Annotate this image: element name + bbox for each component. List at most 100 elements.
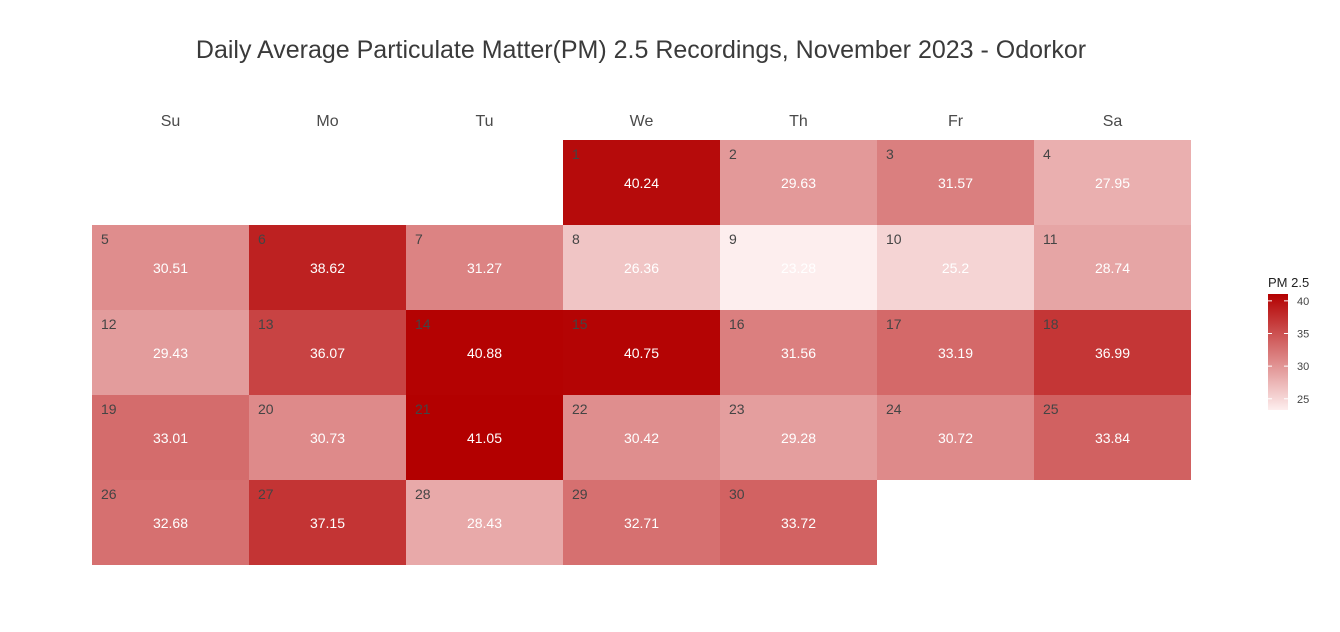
- day-value-label: 31.57: [938, 175, 973, 191]
- legend-tick-label: 30: [1297, 361, 1309, 373]
- day-number: 30: [729, 486, 745, 502]
- day-number: 6: [258, 231, 266, 247]
- weekday-label-tu: Tu: [475, 113, 493, 130]
- legend-tick-label: 35: [1297, 328, 1309, 340]
- day-value-label: 40.88: [467, 345, 502, 361]
- day-value-label: 30.72: [938, 430, 973, 446]
- day-value-label: 37.15: [310, 515, 345, 531]
- day-value-label: 40.24: [624, 175, 659, 191]
- day-cell-25: 25 33.84: [1034, 395, 1191, 480]
- day-cell-fill: [877, 395, 1034, 480]
- day-cell-28: 28 28.43: [406, 480, 563, 565]
- weekday-label-we: We: [630, 113, 654, 130]
- day-value-label: 33.72: [781, 515, 816, 531]
- day-cell-fill: [563, 225, 720, 310]
- day-cell-2: 229.63: [720, 140, 877, 225]
- day-cell-5: 530.51: [92, 225, 249, 310]
- day-cell-fill: [563, 395, 720, 480]
- legend-color-bar: [1268, 294, 1288, 410]
- day-cell-14: 14 40.88: [406, 310, 563, 395]
- weekday-label-su: Su: [161, 113, 181, 130]
- day-value-label: 30.51: [153, 260, 188, 276]
- legend-tick-label: 40: [1297, 296, 1309, 308]
- day-cell-fill: [92, 225, 249, 310]
- day-value-label: 36.07: [310, 345, 345, 361]
- day-value-label: 31.27: [467, 260, 502, 276]
- day-cell-1: 140.24: [563, 140, 720, 225]
- day-number: 27: [258, 486, 274, 502]
- day-cell-18: 18 36.99: [1034, 310, 1191, 395]
- day-cell-fill: [249, 480, 406, 565]
- day-number: 25: [1043, 401, 1059, 417]
- day-value-label: 38.62: [310, 260, 345, 276]
- day-cell-21: 21 41.05: [406, 395, 563, 480]
- day-number: 16: [729, 316, 745, 332]
- weekday-label-fr: Fr: [948, 113, 964, 130]
- day-cell-13: 13 36.07: [249, 310, 406, 395]
- day-value-label: 32.71: [624, 515, 659, 531]
- day-cell-4: 427.95: [1034, 140, 1191, 225]
- day-number: 10: [886, 231, 902, 247]
- day-number: 3: [886, 146, 894, 162]
- day-cell-20: 20 30.73: [249, 395, 406, 480]
- day-value-label: 23.28: [781, 260, 816, 276]
- day-cell-24: 24 30.72: [877, 395, 1034, 480]
- legend: PM 2.5 25 30 35 40: [1268, 275, 1309, 410]
- legend-ticks: 25 30 35 40: [1268, 296, 1309, 406]
- day-number: 29: [572, 486, 588, 502]
- day-cell-fill: [249, 225, 406, 310]
- day-value-label: 29.28: [781, 430, 816, 446]
- weekday-header-row: Su Mo Tu We Th Fr Sa: [161, 113, 1123, 130]
- calendar-cells: 140.24229.63331.57427.95530.51638.62731.…: [92, 140, 1191, 565]
- day-cell-fill: [249, 310, 406, 395]
- day-cell-3: 331.57: [877, 140, 1034, 225]
- day-number: 20: [258, 401, 274, 417]
- day-cell-fill: [877, 225, 1034, 310]
- day-number: 22: [572, 401, 588, 417]
- day-cell-fill: [406, 225, 563, 310]
- day-cell-12: 12 29.43: [92, 310, 249, 395]
- weekday-label-sa: Sa: [1103, 113, 1123, 130]
- day-number: 24: [886, 401, 902, 417]
- day-cell-15: 15 40.75: [563, 310, 720, 395]
- day-cell-17: 17 33.19: [877, 310, 1034, 395]
- day-cell-fill: [563, 140, 720, 225]
- day-cell-fill: [92, 395, 249, 480]
- day-cell-fill: [877, 140, 1034, 225]
- weekday-label-mo: Mo: [316, 113, 338, 130]
- day-value-label: 27.95: [1095, 175, 1130, 191]
- day-cell-10: 10 25.2: [877, 225, 1034, 310]
- day-value-label: 33.01: [153, 430, 188, 446]
- day-cell-fill: [1034, 225, 1191, 310]
- day-number: 9: [729, 231, 737, 247]
- day-value-label: 30.73: [310, 430, 345, 446]
- day-value-label: 33.84: [1095, 430, 1130, 446]
- day-value-label: 32.68: [153, 515, 188, 531]
- day-value-label: 40.75: [624, 345, 659, 361]
- day-number: 5: [101, 231, 109, 247]
- day-value-label: 28.74: [1095, 260, 1130, 276]
- day-cell-fill: [92, 310, 249, 395]
- day-cell-fill: [406, 395, 563, 480]
- day-number: 26: [101, 486, 117, 502]
- day-number: 17: [886, 316, 902, 332]
- day-cell-fill: [1034, 140, 1191, 225]
- day-cell-27: 27 37.15: [249, 480, 406, 565]
- day-cell-19: 19 33.01: [92, 395, 249, 480]
- day-cell-23: 23 29.28: [720, 395, 877, 480]
- weekday-label-th: Th: [789, 113, 808, 130]
- day-number: 23: [729, 401, 745, 417]
- day-cell-9: 923.28: [720, 225, 877, 310]
- day-number: 18: [1043, 316, 1059, 332]
- legend-tick-label: 25: [1297, 394, 1309, 406]
- day-cell-30: 30 33.72: [720, 480, 877, 565]
- day-number: 11: [1043, 231, 1058, 247]
- day-cell-7: 731.27: [406, 225, 563, 310]
- day-value-label: 25.2: [942, 260, 969, 276]
- day-number: 19: [101, 401, 117, 417]
- day-cell-8: 826.36: [563, 225, 720, 310]
- day-value-label: 28.43: [467, 515, 502, 531]
- chart-title: Daily Average Particulate Matter(PM) 2.5…: [196, 36, 1086, 64]
- day-cell-fill: [1034, 310, 1191, 395]
